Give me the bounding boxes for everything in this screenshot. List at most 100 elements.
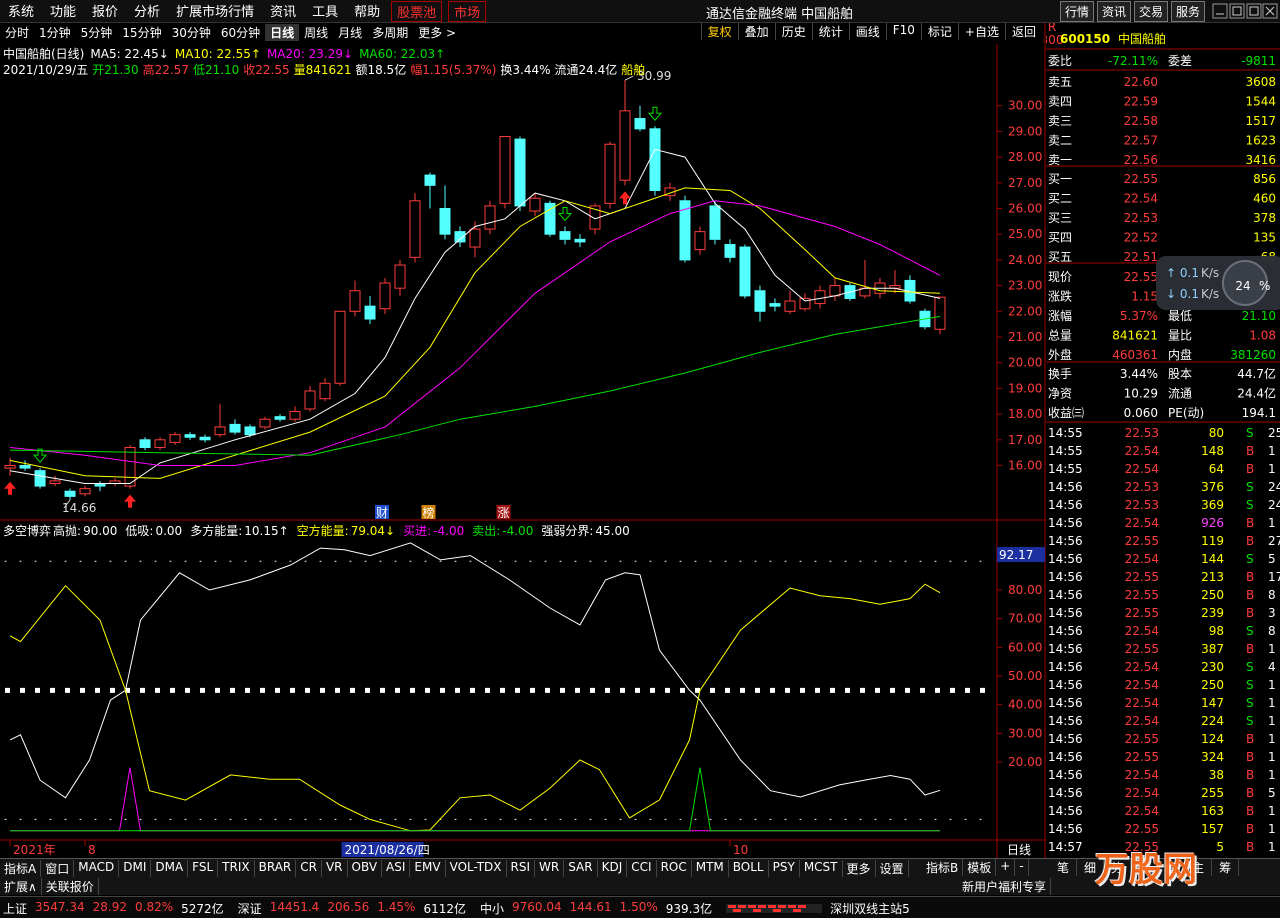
book-label: 买一	[1048, 172, 1072, 186]
tab[interactable]: KDJ	[598, 859, 628, 877]
tool-button[interactable]: 复权	[700, 23, 738, 40]
menu-item[interactable]: 工具	[312, 4, 339, 20]
menu-item[interactable]: 市场	[448, 0, 487, 22]
tab[interactable]: OBV	[348, 859, 383, 877]
period-tab[interactable]: 多周期	[372, 26, 409, 40]
tool-button[interactable]: 叠加	[737, 23, 775, 40]
book-price: 22.51	[1124, 250, 1158, 264]
period-tab[interactable]: 更多 >	[418, 26, 457, 40]
tab[interactable]: 设置	[876, 859, 909, 877]
status-item: 206.56	[327, 899, 370, 914]
status-item: 3547.34	[35, 899, 85, 914]
fund-value: 10.29	[1124, 387, 1158, 401]
tab[interactable]: RSI	[507, 859, 536, 877]
book-volume: 378	[1253, 211, 1276, 225]
indicator-value: 0.00	[155, 523, 183, 538]
tab[interactable]: 指标B	[922, 859, 964, 876]
tick-volume: 119	[1201, 534, 1224, 548]
tab[interactable]: 联	[1131, 859, 1159, 876]
indicator-tabs: 指标A 窗口 MACD DMI DMA FSL TRIX BRAR CR VR OBV ASI EMV V…	[0, 858, 1280, 877]
tab[interactable]: CR	[296, 859, 322, 877]
tick-side: B	[1246, 768, 1254, 782]
tab[interactable]: 关联报价	[42, 877, 99, 895]
period-tab[interactable]: 1分钟	[39, 26, 71, 40]
tab[interactable]: SAR	[564, 859, 598, 877]
legend-entry: MA20: 23.29↓	[266, 46, 354, 61]
period-tab[interactable]: 月线	[338, 26, 363, 40]
menu-item[interactable]: 系统	[8, 4, 35, 20]
top-button[interactable]: 行情	[1060, 1, 1095, 22]
tab[interactable]: BOLL	[729, 859, 769, 877]
tool-button[interactable]: 统计	[811, 23, 849, 40]
date-cursor-box	[341, 842, 424, 857]
tab[interactable]: 模板	[963, 859, 997, 876]
menu-item[interactable]: 资讯	[270, 4, 297, 20]
tab[interactable]: 值	[1158, 859, 1186, 876]
tab[interactable]: 扩展∧	[0, 877, 42, 895]
tool-button[interactable]: F10	[885, 23, 921, 40]
period-tab[interactable]: 60分钟	[220, 26, 261, 40]
event-label: 榜	[422, 505, 434, 520]
tab[interactable]: 主	[1185, 859, 1213, 876]
period-tab[interactable]: 30分钟	[171, 26, 211, 40]
tool-button[interactable]: +自选	[957, 23, 1005, 40]
tab[interactable]: 势	[1104, 859, 1132, 876]
menu-item[interactable]: 帮助	[354, 4, 381, 20]
tab[interactable]: MCST	[800, 859, 843, 877]
tab[interactable]: ROC	[657, 859, 692, 877]
menu-item[interactable]: 报价	[92, 4, 119, 20]
toolbar: 分时 1分钟 5分钟 15分钟 30分钟 60分钟 日线 周线 月线 多周期 更多 > 复权 叠加 历史…	[0, 23, 1046, 42]
promo[interactable]: 新用户福利专享	[958, 878, 1052, 895]
tab[interactable]: BRAR	[255, 859, 297, 877]
top-button[interactable]: 资讯	[1097, 1, 1132, 22]
tab[interactable]: TRIX	[218, 859, 255, 877]
stat-label: 涨幅	[1048, 308, 1072, 323]
tab[interactable]: 指标A	[0, 859, 42, 877]
info-item: 额18.5亿	[355, 63, 407, 77]
tab[interactable]: VOL-TDX	[446, 859, 507, 877]
tool-button[interactable]: 画线	[848, 23, 886, 40]
tool-button[interactable]: 标记	[920, 23, 958, 40]
tool-button[interactable]: 历史	[774, 23, 812, 40]
tab[interactable]: 筹	[1212, 859, 1240, 876]
tab[interactable]: +	[996, 859, 1016, 876]
tick-count: 1	[1268, 822, 1276, 836]
tab[interactable]: MACD	[74, 859, 120, 877]
period-tab[interactable]: 日线	[265, 24, 300, 41]
menu-item[interactable]: 股票池	[391, 0, 443, 22]
tab[interactable]: WR	[535, 859, 565, 877]
tick-side: S	[1246, 696, 1254, 710]
indicator-header: 多空博弈 高抛: 90.00 低吸: 0.00 多方能量: 10.15↑ 空方能量: 79.04…	[3, 522, 638, 539]
tick-volume: 255	[1201, 786, 1224, 800]
period-tab[interactable]: 15分钟	[122, 26, 162, 40]
tab[interactable]: VR	[322, 859, 348, 877]
tab[interactable]: 更多	[843, 859, 876, 877]
tab[interactable]: -	[1015, 859, 1029, 876]
period-tab[interactable]: 分时	[5, 26, 30, 40]
tab[interactable]: PSY	[769, 859, 800, 877]
tool-button[interactable]: 返回	[1004, 23, 1042, 40]
tab[interactable]: 细	[1077, 859, 1105, 876]
tab[interactable]: DMA	[151, 859, 189, 877]
candle-body	[649, 128, 661, 192]
tab[interactable]: 笔	[1050, 859, 1078, 876]
tab[interactable]: EMV	[410, 859, 446, 877]
tab[interactable]: MTM	[692, 859, 729, 877]
tab[interactable]: FSL	[188, 859, 219, 877]
menu-item[interactable]: 分析	[134, 4, 161, 20]
tab[interactable]: ASI	[382, 859, 411, 877]
menu-item[interactable]: 功能	[50, 4, 77, 20]
tab[interactable]: DMI	[119, 859, 152, 877]
tick-volume: 38	[1209, 768, 1224, 782]
indicator-name: 低吸:	[125, 524, 154, 538]
candle-body	[424, 174, 436, 186]
tab[interactable]: CCI	[627, 859, 657, 877]
period-tab[interactable]: 周线	[304, 26, 329, 40]
tab[interactable]: 窗口	[41, 859, 75, 877]
top-button[interactable]: 服务	[1171, 1, 1206, 22]
series-line	[9, 200, 941, 466]
top-button[interactable]: 交易	[1134, 1, 1169, 22]
period-tab[interactable]: 5分钟	[80, 26, 113, 40]
menu-item[interactable]: 扩展市场行情	[176, 4, 255, 20]
window-controls[interactable]	[1212, 3, 1278, 19]
